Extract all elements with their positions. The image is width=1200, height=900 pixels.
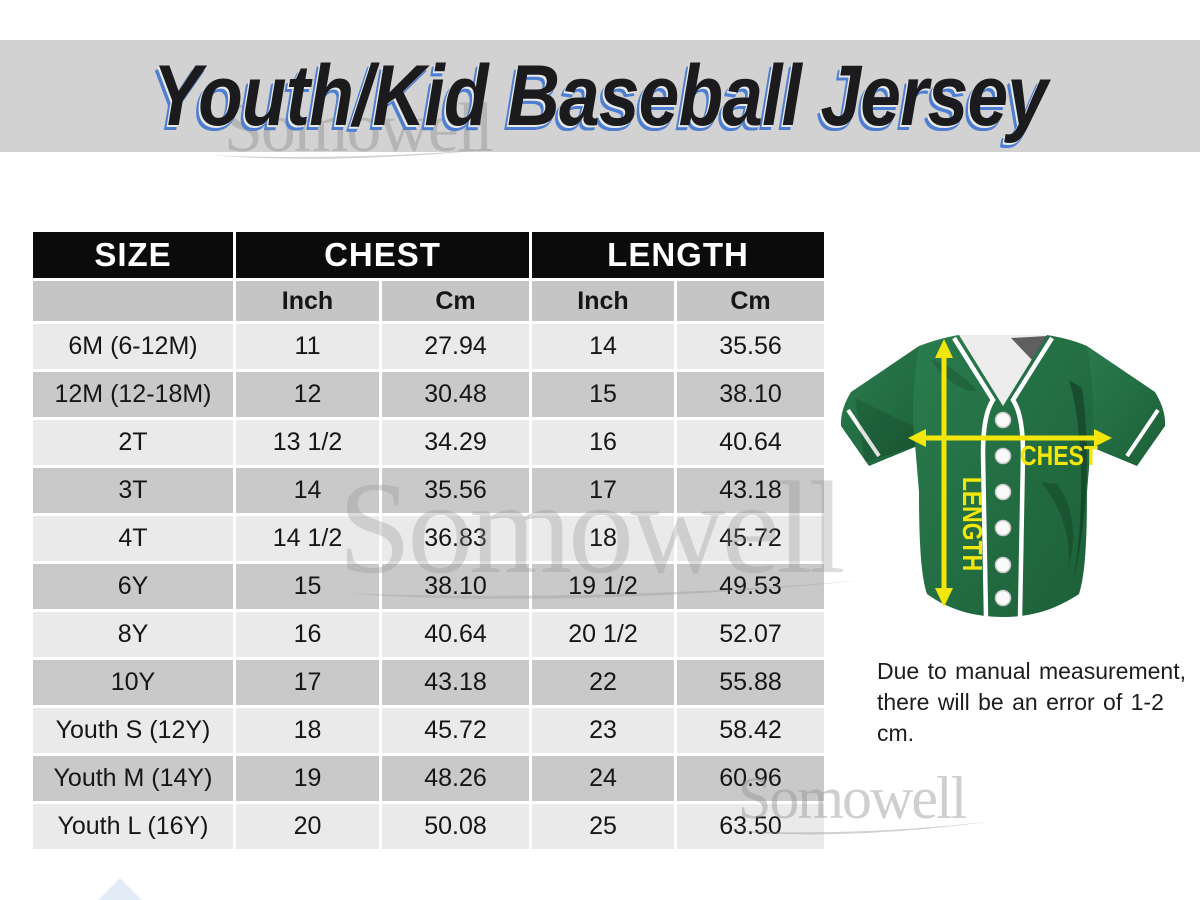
table-row: 6M (6-12M) 11 27.94 14 35.56 [33,324,825,369]
value-cell: 14 [236,468,379,513]
value-cell: 55.88 [677,660,825,705]
value-cell: 25 [532,804,674,849]
value-cell: 23 [532,708,674,753]
table-row: Youth M (14Y) 19 48.26 24 60.96 [33,756,825,801]
size-cell: 4T [33,516,233,561]
value-cell: 15 [236,564,379,609]
measurement-note: Due to manual measurement, there will be… [877,656,1197,749]
value-cell: 48.26 [382,756,529,801]
table-row: 2T 13 1/2 34.29 16 40.64 [33,420,825,465]
size-cell: 8Y [33,612,233,657]
value-cell: 14 1/2 [236,516,379,561]
value-cell: 60.96 [677,756,825,801]
units-length-inch: Inch [532,281,674,321]
header-length: LENGTH [532,232,825,278]
title-banner: Somowell Youth/Kid Baseball Jersey [0,40,1200,164]
value-cell: 27.94 [382,324,529,369]
table-row: 3T 14 35.56 17 43.18 [33,468,825,513]
size-table-body: 6M (6-12M) 11 27.94 14 35.56 12M (12-18M) 12 30… [33,324,825,849]
corner-decoration [96,878,144,900]
chest-arrow-label: CHEST [1020,441,1098,472]
jersey-collar [957,335,1049,406]
value-cell: 49.53 [677,564,825,609]
value-cell: 38.10 [382,564,529,609]
table-row: Youth L (16Y) 20 50.08 25 63.50 [33,804,825,849]
size-cell: Youth M (14Y) [33,756,233,801]
table-row: Youth S (12Y) 18 45.72 23 58.42 [33,708,825,753]
table-row: 8Y 16 40.64 20 1/2 52.07 [33,612,825,657]
note-line-1: Due to manual measurement, [877,658,1186,684]
jersey-diagram: CHEST LENGTH [835,332,1166,632]
value-cell: 35.56 [382,468,529,513]
jersey-piping [952,336,1054,618]
size-cell: Youth L (16Y) [33,804,233,849]
measurement-arrows [908,339,1112,607]
table-row: 10Y 17 43.18 22 55.88 [33,660,825,705]
value-cell: 20 1/2 [532,612,674,657]
size-cell: 10Y [33,660,233,705]
jersey-illustration: CHEST LENGTH [840,335,1166,618]
value-cell: 17 [236,660,379,705]
value-cell: 19 [236,756,379,801]
value-cell: 36.83 [382,516,529,561]
size-cell: 2T [33,420,233,465]
value-cell: 43.18 [382,660,529,705]
size-cell: 6M (6-12M) [33,324,233,369]
page-title: Youth/Kid Baseball Jersey [152,47,1048,144]
value-cell: 12 [236,372,379,417]
value-cell: 20 [236,804,379,849]
length-arrow-label: LENGTH [956,477,987,571]
table-row: 6Y 15 38.10 19 1/2 49.53 [33,564,825,609]
value-cell: 19 1/2 [532,564,674,609]
table-row: 4T 14 1/2 36.83 18 45.72 [33,516,825,561]
size-cell: 12M (12-18M) [33,372,233,417]
size-cell: 3T [33,468,233,513]
value-cell: 40.64 [382,612,529,657]
header-size: SIZE [33,232,233,278]
size-cell: Youth S (12Y) [33,708,233,753]
value-cell: 18 [532,516,674,561]
value-cell: 13 1/2 [236,420,379,465]
value-cell: 34.29 [382,420,529,465]
value-cell: 40.64 [677,420,825,465]
value-cell: 30.48 [382,372,529,417]
value-cell: 14 [532,324,674,369]
value-cell: 43.18 [677,468,825,513]
value-cell: 17 [532,468,674,513]
table-header-row: SIZE CHEST LENGTH [33,232,825,278]
header-chest: CHEST [236,232,529,278]
value-cell: 52.07 [677,612,825,657]
jersey-body [912,335,1094,617]
value-cell: 15 [532,372,674,417]
value-cell: 58.42 [677,708,825,753]
table-row: 12M (12-18M) 12 30.48 15 38.10 [33,372,825,417]
value-cell: 35.56 [677,324,825,369]
value-cell: 45.72 [382,708,529,753]
value-cell: 18 [236,708,379,753]
value-cell: 24 [532,756,674,801]
note-line-2: there will be an error of 1-2 cm. [877,689,1164,746]
value-cell: 38.10 [677,372,825,417]
units-chest-cm: Cm [382,281,529,321]
units-length-cm: Cm [677,281,825,321]
value-cell: 16 [236,612,379,657]
value-cell: 16 [532,420,674,465]
units-chest-inch: Inch [236,281,379,321]
value-cell: 11 [236,324,379,369]
table-units-row: Inch Cm Inch Cm [33,281,825,321]
value-cell: 45.72 [677,516,825,561]
units-empty-cell [33,281,233,321]
size-cell: 6Y [33,564,233,609]
jersey-buttons [994,411,1012,607]
value-cell: 50.08 [382,804,529,849]
value-cell: 63.50 [677,804,825,849]
value-cell: 22 [532,660,674,705]
size-table: SIZE CHEST LENGTH Inch Cm Inch Cm 6M (6-… [30,229,827,852]
